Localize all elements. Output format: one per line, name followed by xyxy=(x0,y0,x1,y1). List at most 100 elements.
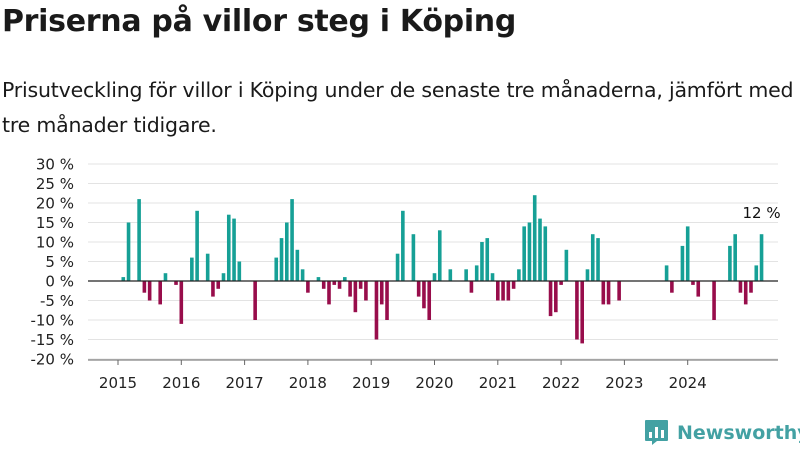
bar xyxy=(285,222,289,281)
bar xyxy=(506,281,511,301)
bar xyxy=(290,199,294,281)
bar xyxy=(664,265,669,281)
bar xyxy=(728,245,732,281)
bar xyxy=(295,249,300,281)
bar xyxy=(733,234,737,281)
bar xyxy=(548,281,553,317)
bar xyxy=(437,230,442,281)
bar xyxy=(348,281,352,297)
bar xyxy=(585,269,590,281)
bar xyxy=(253,281,257,320)
bar xyxy=(364,281,368,301)
bar xyxy=(501,281,505,301)
bar xyxy=(411,234,416,281)
bar xyxy=(343,277,347,281)
y-tick-label: -15 % xyxy=(30,331,74,349)
bar xyxy=(316,277,321,281)
bar xyxy=(738,281,743,293)
bar xyxy=(749,281,753,293)
bar xyxy=(179,281,184,324)
x-tick-label: 2020 xyxy=(415,374,453,392)
bar xyxy=(416,281,421,297)
x-tick-label: 2017 xyxy=(226,374,264,392)
bar xyxy=(385,281,389,320)
bar xyxy=(480,242,484,281)
bar xyxy=(575,281,579,340)
bar xyxy=(712,281,716,320)
x-tick-label: 2022 xyxy=(542,374,580,392)
bar xyxy=(596,238,600,281)
bar xyxy=(216,281,221,289)
y-tick-label: 30 % xyxy=(36,156,74,174)
bar xyxy=(163,273,168,281)
bar xyxy=(190,257,194,281)
y-tick-label: 20 % xyxy=(36,195,74,213)
bar xyxy=(538,218,542,281)
y-tick-label: 25 % xyxy=(36,175,74,193)
bar xyxy=(464,269,468,281)
newsworthy-logo-icon xyxy=(644,419,669,446)
bar xyxy=(601,281,606,305)
y-tick-label: 15 % xyxy=(36,214,74,232)
brand-name: Newsworthy xyxy=(677,421,800,444)
bar xyxy=(590,234,595,281)
bar xyxy=(300,269,305,281)
bar xyxy=(532,195,537,281)
bar xyxy=(496,281,500,301)
x-tick-label: 2024 xyxy=(669,374,707,392)
bar xyxy=(321,281,326,289)
bar xyxy=(274,257,279,281)
bar xyxy=(680,245,685,281)
bar xyxy=(559,281,563,285)
y-tick-label: -10 % xyxy=(30,312,74,330)
bar xyxy=(490,273,495,281)
bar xyxy=(427,281,432,320)
bar xyxy=(279,238,284,281)
bar xyxy=(232,218,236,281)
y-tick-label: 10 % xyxy=(36,234,74,252)
bar xyxy=(485,238,490,281)
x-tick-label: 2019 xyxy=(352,374,390,392)
bar xyxy=(121,277,126,281)
bar xyxy=(448,269,453,281)
bar xyxy=(374,281,379,340)
bar xyxy=(617,281,621,301)
bar xyxy=(158,281,162,305)
bar xyxy=(606,281,611,305)
bar xyxy=(205,253,210,281)
bar xyxy=(564,249,569,281)
bar xyxy=(147,281,152,301)
bar xyxy=(580,281,584,344)
chart-title: Priserna på villor steg i Köping xyxy=(2,4,517,39)
bar xyxy=(696,281,701,297)
bar xyxy=(469,281,474,293)
bar xyxy=(474,265,479,281)
bar xyxy=(337,281,342,289)
bar xyxy=(353,281,358,313)
bar xyxy=(174,281,178,285)
bar xyxy=(226,214,231,281)
x-tick-label: 2016 xyxy=(162,374,200,392)
y-axis-labels: 30 %25 % 20 %15 % 10 %5 % 0 %-5 % -10 %-15 %… xyxy=(30,156,74,369)
newsworthy-logo: Newsworthy xyxy=(644,419,800,446)
bar xyxy=(754,265,759,281)
y-tick-label: 5 % xyxy=(45,253,74,271)
bar xyxy=(358,281,363,289)
bar xyxy=(221,273,226,281)
bar xyxy=(691,281,695,285)
bar xyxy=(522,226,526,281)
x-tick-label: 2021 xyxy=(479,374,517,392)
latest-value-label: 12 % xyxy=(742,204,780,222)
bar xyxy=(401,210,405,281)
bar xyxy=(543,226,548,281)
x-axis: 2015 2016 2017 2018 2019 2020 2021 2022 2023 2024 xyxy=(88,359,778,392)
bar xyxy=(142,281,147,293)
bar xyxy=(332,281,337,285)
bar xyxy=(327,281,331,305)
y-tick-label: -20 % xyxy=(30,351,74,369)
x-tick-label: 2015 xyxy=(99,374,137,392)
bar xyxy=(211,281,215,297)
bar xyxy=(306,281,310,293)
bar xyxy=(379,281,384,305)
